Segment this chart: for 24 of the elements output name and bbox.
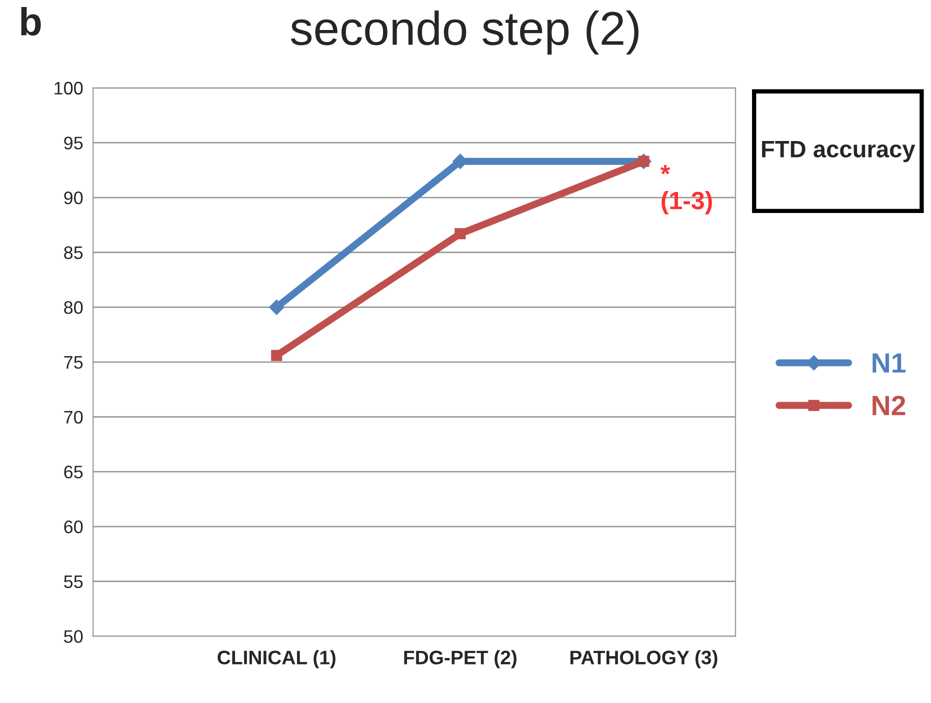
- x-tick-label: PATHOLOGY (3): [570, 650, 718, 668]
- y-tick-label: 65: [64, 466, 83, 478]
- y-tick-label: 70: [64, 410, 83, 424]
- point: [454, 228, 466, 240]
- y-tick-label: 75: [64, 356, 83, 369]
- point: [271, 350, 282, 362]
- y-tick-label: 50: [64, 630, 83, 643]
- chart-title: secondo step (2): [290, 10, 638, 55]
- text: b: [21, 7, 41, 36]
- y-tick-label: 100: [54, 82, 83, 95]
- y-tick-label: 85: [64, 246, 83, 260]
- y-tick-label: 60: [64, 520, 83, 534]
- legend-label: N2: [872, 396, 906, 416]
- point: [269, 300, 284, 315]
- legend-title: FTD accuracy: [762, 141, 916, 162]
- annotation: * (1-3): [660, 165, 712, 214]
- legend-label: N1: [872, 353, 906, 373]
- x-tick-label: FDG-PET (2): [404, 650, 516, 668]
- y-tick-label: 80: [64, 301, 83, 314]
- y-tick-label: 90: [64, 191, 83, 204]
- y-tick-label: 55: [64, 576, 83, 588]
- point: [638, 156, 650, 167]
- y-tick-label: 95: [64, 136, 83, 150]
- x-tick-label: CLINICAL (1): [218, 650, 336, 668]
